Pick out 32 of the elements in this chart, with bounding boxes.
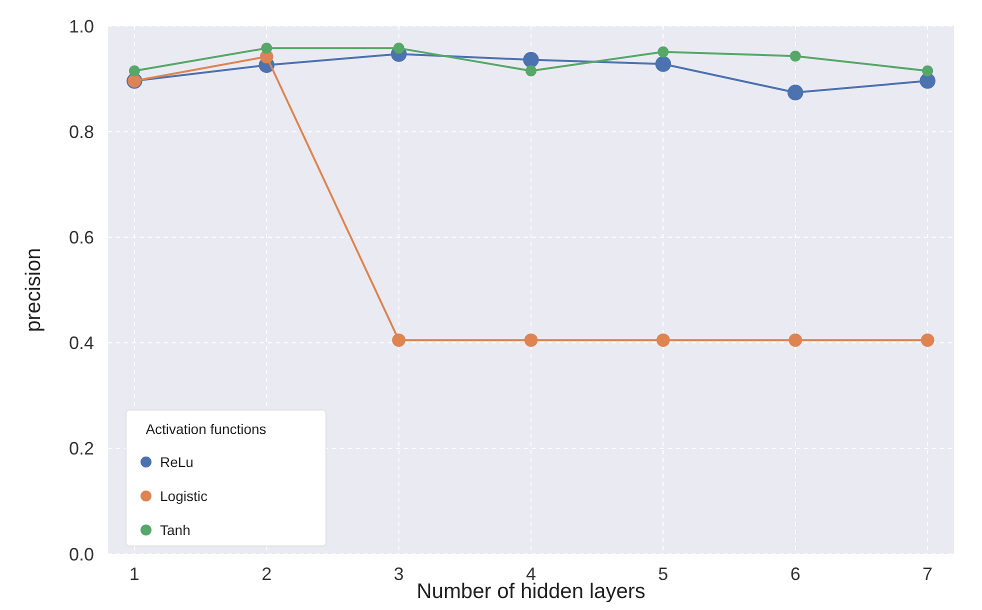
point: [658, 46, 669, 58]
point: [788, 333, 802, 347]
x-tick-label: 1: [129, 564, 140, 584]
point: [128, 65, 140, 76]
legend-title: Activation functions: [146, 421, 266, 437]
x-tick-label: 3: [394, 564, 404, 584]
y-axis-title: precision: [22, 248, 45, 332]
point: [922, 65, 934, 76]
y-tick-label: 0.4: [68, 333, 94, 354]
y-tick-label: 0.0: [68, 544, 94, 564]
y-tick-label: 0.2: [68, 438, 94, 459]
y-tick-label: 1.0: [68, 16, 94, 36]
point: [787, 84, 804, 100]
point: [261, 42, 272, 54]
legend-label: Tanh: [160, 522, 190, 538]
point: [790, 50, 801, 62]
legend-label: ReLu: [160, 454, 194, 470]
point: [393, 42, 404, 54]
point: [526, 65, 536, 76]
point: [656, 333, 670, 347]
point: [920, 333, 934, 347]
legend-label: Logistic: [160, 488, 208, 504]
point: [655, 56, 672, 72]
y-tick-label: 0.8: [68, 122, 94, 142]
point: [392, 333, 406, 347]
x-tick-label: 5: [658, 564, 668, 584]
x-tick-label: 7: [922, 564, 933, 584]
point: [524, 333, 538, 347]
point: [523, 52, 539, 68]
x-tick-label: 6: [790, 564, 800, 584]
y-tick-label: 0.6: [68, 228, 94, 248]
x-tick-label: 2: [262, 564, 272, 584]
